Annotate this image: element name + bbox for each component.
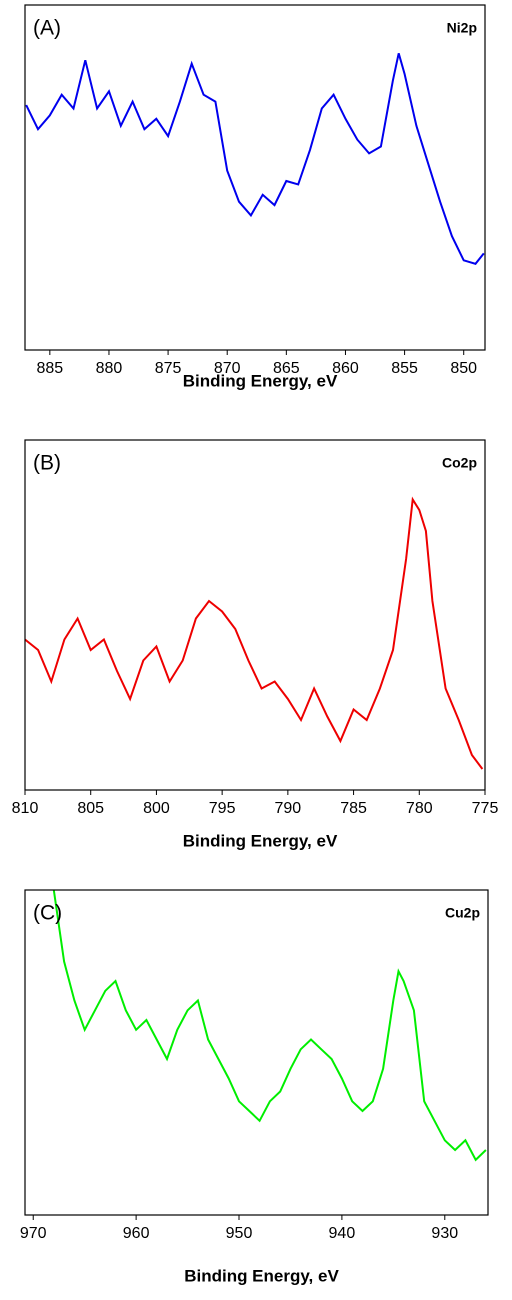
plot-frame	[24, 889, 489, 1216]
x-tick-label: 855	[391, 360, 418, 377]
x-tick-label: 880	[96, 360, 123, 377]
plot-frame	[24, 439, 486, 791]
spectrum-line	[52, 889, 487, 1162]
x-tick-label: 810	[12, 800, 39, 817]
x-tick-label: 795	[209, 800, 236, 817]
plot-frame	[24, 4, 486, 351]
x-axis-label: Binding Energy, eV	[183, 831, 338, 850]
panel-annotation: Ni2p	[447, 20, 477, 36]
x-axis-label: Binding Energy, eV	[183, 371, 338, 390]
x-tick-label: 940	[329, 1225, 356, 1242]
x-axis-label: Binding Energy, eV	[184, 1266, 339, 1285]
x-tick-label: 800	[143, 800, 170, 817]
x-tick-label: 960	[123, 1225, 150, 1242]
x-tick-label: 885	[36, 360, 63, 377]
x-tick-label: 790	[275, 800, 302, 817]
spectrum-line	[25, 53, 485, 265]
x-tick-label: 850	[450, 360, 477, 377]
x-tick-label: 785	[340, 800, 367, 817]
x-tick-label: 860	[332, 360, 359, 377]
panel-annotation: Co2p	[442, 455, 477, 471]
x-tick-label: 970	[20, 1225, 47, 1242]
x-tick-label: 930	[431, 1225, 458, 1242]
panel-annotation: Cu2p	[445, 905, 480, 921]
panel-label: (B)	[33, 452, 61, 475]
x-tick-label: 775	[472, 800, 499, 817]
x-tick-label: 875	[155, 360, 182, 377]
panel-label: (C)	[33, 902, 62, 925]
x-tick-label: 865	[273, 360, 300, 377]
x-tick-label: 780	[406, 800, 433, 817]
x-tick-label: 950	[226, 1225, 253, 1242]
spectrum-line	[25, 496, 484, 770]
panel-label: (A)	[33, 17, 61, 40]
x-tick-label: 805	[77, 800, 104, 817]
x-tick-label: 870	[214, 360, 241, 377]
